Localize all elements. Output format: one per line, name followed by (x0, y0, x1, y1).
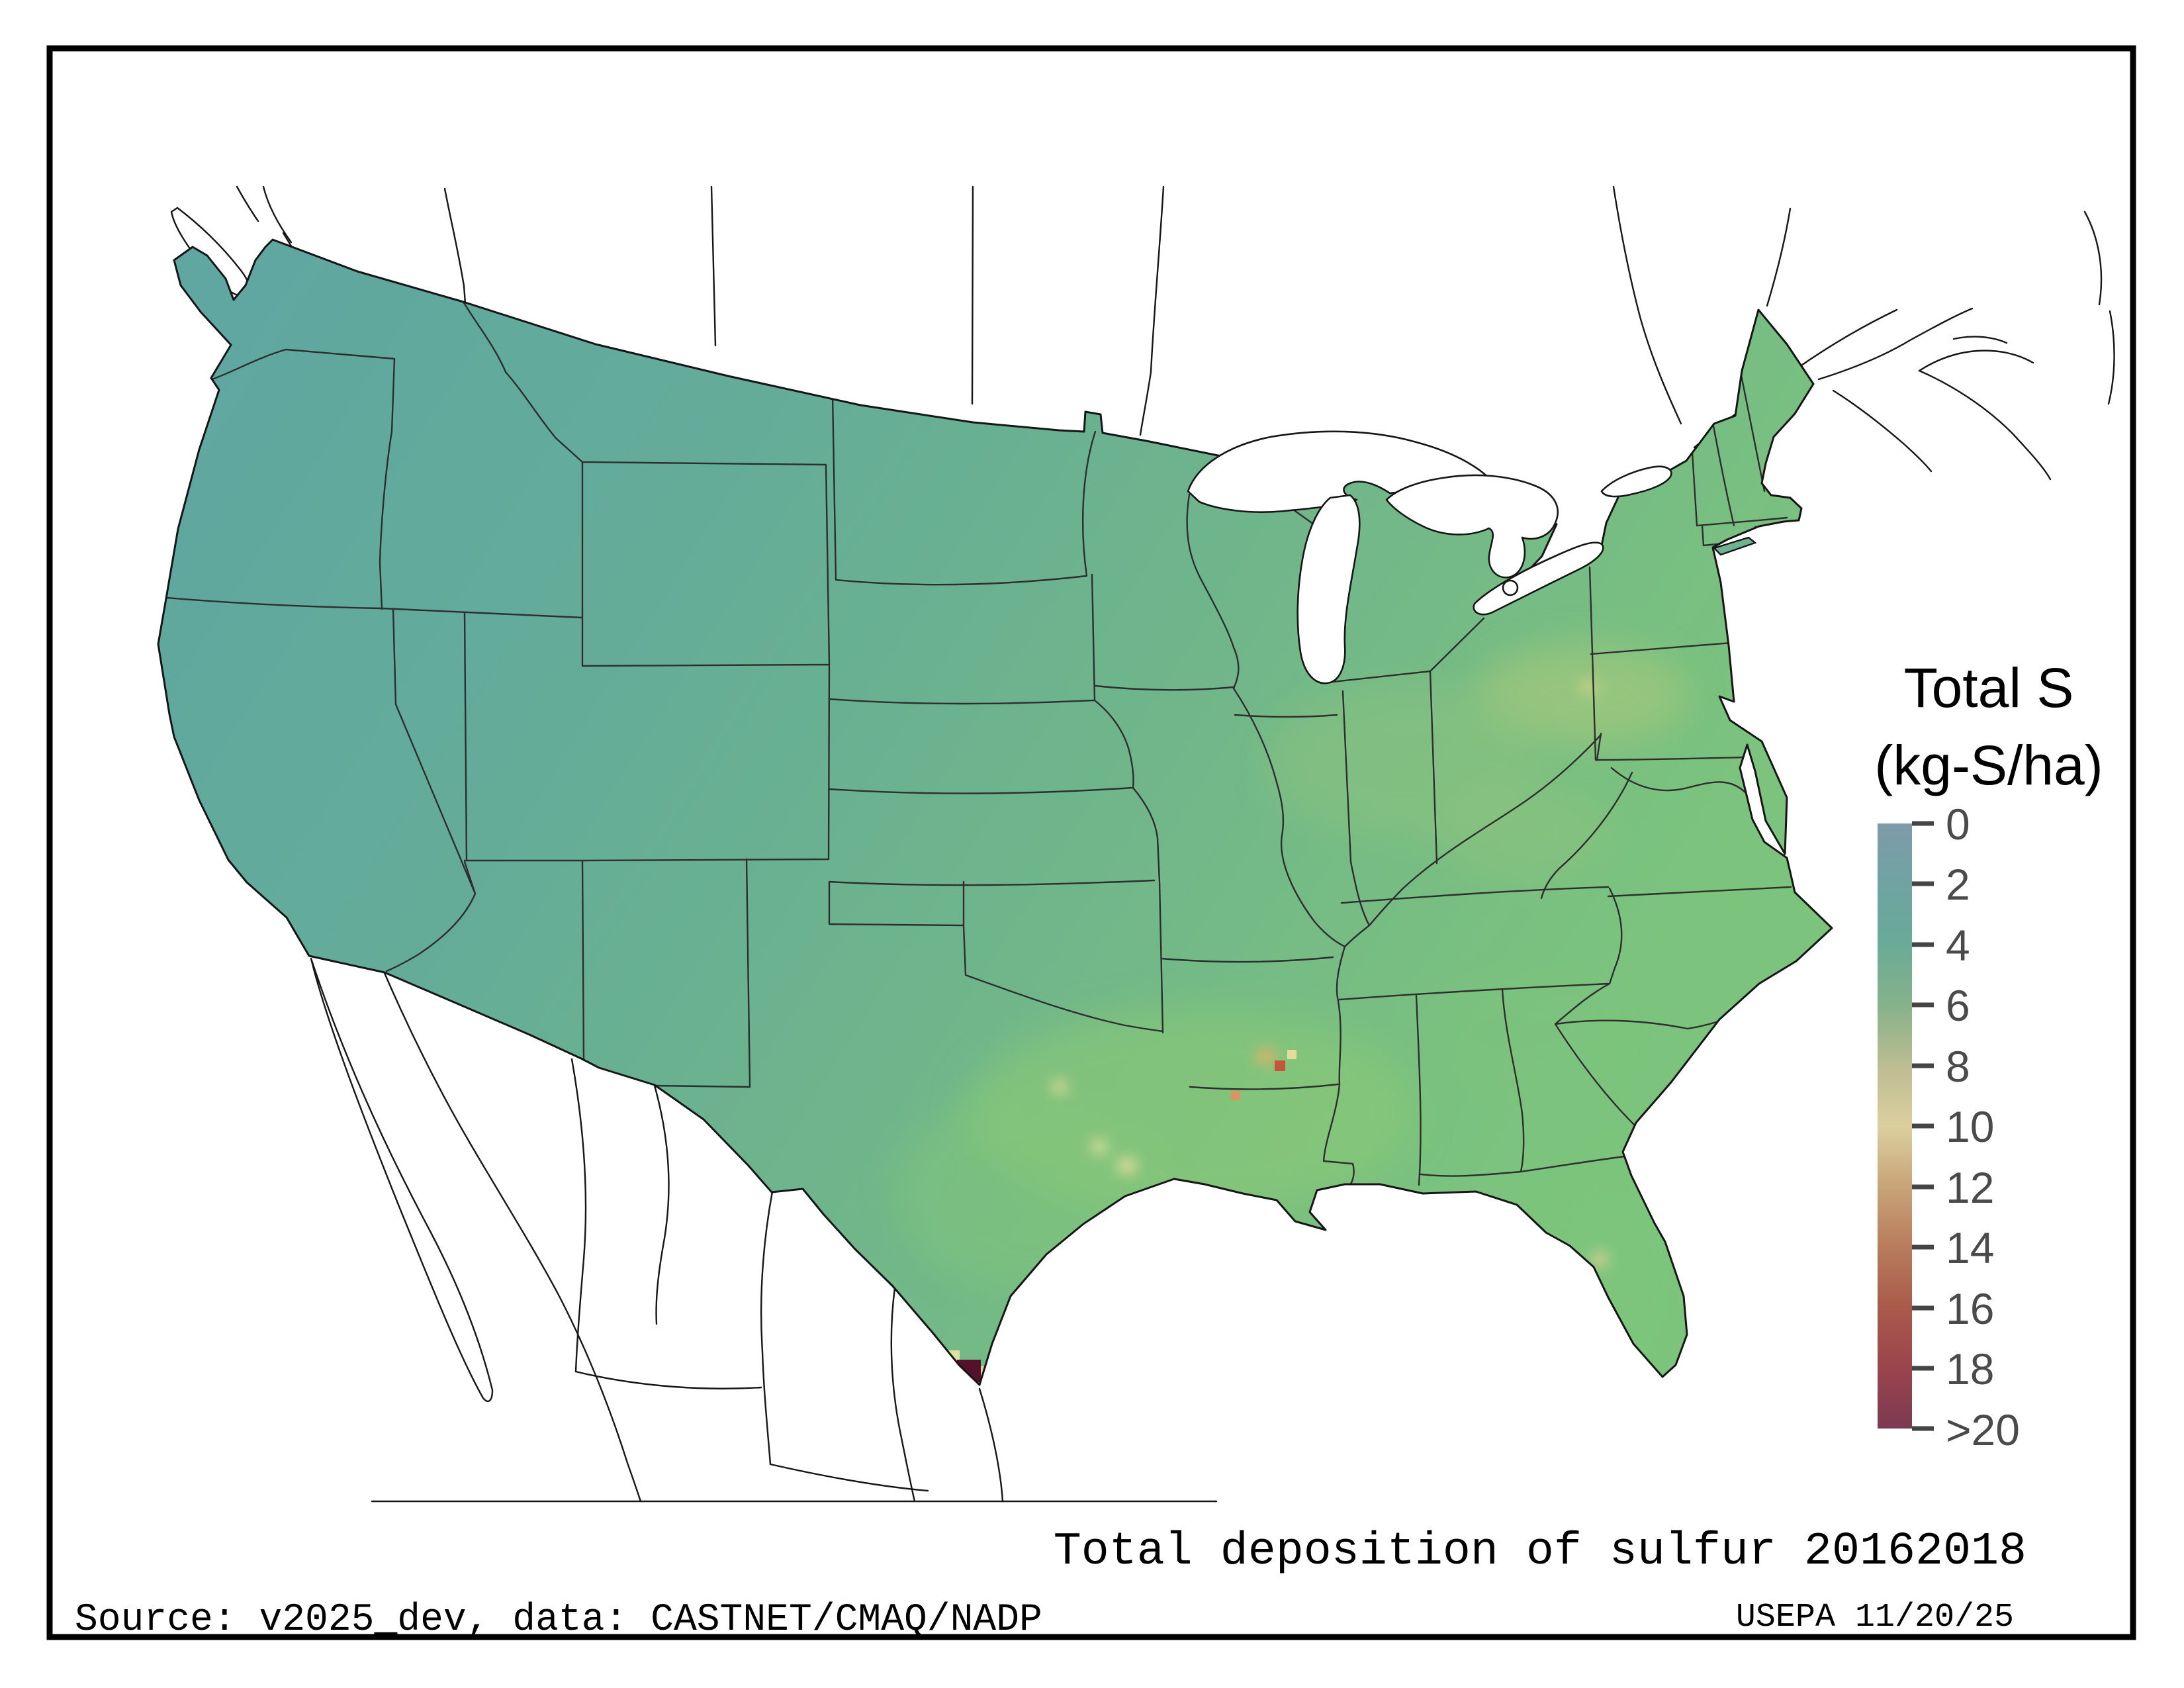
hotspot-central-texas (893, 1092, 1171, 1291)
tick-label-8: 8 (1946, 1042, 1970, 1091)
map-area (157, 185, 2115, 1503)
tick-label-6: 6 (1946, 981, 1970, 1030)
tick-label-0: 0 (1946, 800, 1970, 849)
great-lakes (1187, 430, 1672, 684)
tick-label-10: 10 (1946, 1102, 1994, 1151)
lake-huron (1385, 474, 1559, 579)
legend-tick-labels: 0 2 4 6 8 10 12 14 16 18 >20 (1946, 800, 2020, 1454)
legend-title-line1: Total S (1904, 657, 2074, 719)
hotspot-appalachia (1436, 781, 1608, 880)
tick-label-20: >20 (1946, 1405, 2020, 1454)
hotspot-florida (1539, 1168, 1691, 1385)
lake-ontario (1600, 465, 1672, 498)
hotspot-pixel-louisiana-orange (1231, 1091, 1240, 1100)
hotspot-pixel-brownsville-maroon (957, 1360, 981, 1382)
mexico-outline (310, 957, 1218, 1503)
legend-colorbar (1878, 823, 1912, 1429)
tick-label-14: 14 (1946, 1223, 1994, 1272)
tick-label-4: 4 (1946, 921, 1970, 970)
baja-california-outline (310, 957, 494, 1403)
legend-tick-marks (1912, 821, 1934, 1431)
state-borders (165, 301, 1792, 1186)
hotspot-pixel-baton-rouge-red (1275, 1060, 1285, 1071)
figure-frame (46, 45, 2136, 1640)
hotspot-georgia (1416, 970, 1615, 1096)
tick-label-16: 16 (1946, 1284, 1994, 1333)
long-island (1712, 536, 1757, 556)
deposition-overlays (893, 645, 1691, 1385)
agency-date-note: USEPA 11/20/25 (1736, 1599, 2014, 1636)
hotspot-pixel-baton-rouge-yellow (1287, 1050, 1297, 1059)
tick-label-2: 2 (1946, 860, 1970, 909)
lake-michigan (1297, 494, 1361, 684)
lake-erie (1473, 541, 1604, 616)
legend-title-line2: (kg-S/ha) (1874, 734, 2103, 796)
map-title: Total deposition of sulfur 20162018 (1054, 1526, 2026, 1578)
hotspot-pennsylvania (1476, 645, 1688, 745)
tick-label-18: 18 (1946, 1344, 1994, 1393)
lake-st-clair (1502, 579, 1519, 596)
legend: Total S (kg-S/ha) 0 2 4 6 8 10 12 14 16 (1874, 657, 2103, 1454)
tick-label-12: 12 (1946, 1163, 1994, 1212)
